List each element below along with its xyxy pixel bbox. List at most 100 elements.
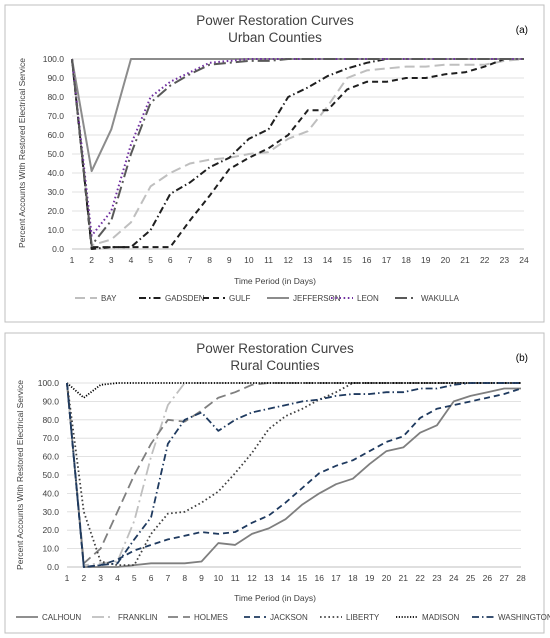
x-tick-label: 28 <box>516 573 526 583</box>
x-tick-label: 22 <box>415 573 425 583</box>
x-tick-label: 17 <box>382 255 392 265</box>
x-axis-label: Time Period (in Days) <box>234 276 316 286</box>
legend: CALHOUN FRANKLIN HOLMES JACKSON LIBERTY MADIS… <box>16 613 550 622</box>
x-tick-label: 9 <box>227 255 232 265</box>
x-tick-label: 9 <box>199 573 204 583</box>
x-tick-label: 21 <box>399 573 409 583</box>
legend-item-jackson: JACKSON <box>244 613 308 622</box>
panel-urban: Power Restoration Curves Urban Counties … <box>4 4 545 323</box>
y-tick-label: 100.0 <box>43 54 65 64</box>
x-axis-label: Time Period (in Days) <box>234 593 316 603</box>
y-tick-label: 80.0 <box>47 92 64 102</box>
x-tick-labels: 1 2 3 4 5 6 7 8 9 10 11 12 13 14 15 16 17 18 19 20 21 22 23 24 <box>70 255 529 265</box>
x-tick-label: 14 <box>323 255 333 265</box>
x-tick-label: 24 <box>449 573 459 583</box>
y-tick-label: 60.0 <box>47 130 64 140</box>
legend-item-calhoun: CALHOUN <box>16 613 81 622</box>
y-tick-label: 10.0 <box>47 225 64 235</box>
legend-label: BAY <box>101 294 117 303</box>
y-tick-label: 60.0 <box>42 452 59 462</box>
y-tick-label: 0.0 <box>52 244 64 254</box>
y-tick-label: 20.0 <box>42 525 59 535</box>
x-tick-label: 13 <box>303 255 313 265</box>
x-tick-label: 6 <box>168 255 173 265</box>
x-tick-label: 8 <box>182 573 187 583</box>
y-tick-label: 30.0 <box>47 187 64 197</box>
y-tick-label: 80.0 <box>42 415 59 425</box>
legend-label: JACKSON <box>270 613 308 622</box>
legend-item-leon: LEON <box>331 294 379 303</box>
x-tick-label: 12 <box>283 255 293 265</box>
series-line-calhoun <box>66 382 521 568</box>
chart-title: Power Restoration Curves <box>196 341 354 356</box>
x-tick-label: 15 <box>342 255 352 265</box>
x-tick-label: 14 <box>281 573 291 583</box>
y-tick-labels: 0.0 10.0 20.0 30.0 40.0 50.0 60.0 70.0 80.0 90.0 1… <box>43 54 65 254</box>
series-line-gulf <box>71 58 524 249</box>
x-tick-label: 23 <box>500 255 510 265</box>
legend-item-jefferson: JEFFERSON <box>267 294 341 303</box>
x-tick-label: 26 <box>483 573 493 583</box>
y-tick-label: 70.0 <box>47 111 64 121</box>
y-tick-label: 50.0 <box>47 149 64 159</box>
x-tick-label: 15 <box>298 573 308 583</box>
y-tick-label: 40.0 <box>47 168 64 178</box>
y-tick-label: 40.0 <box>42 488 59 498</box>
x-tick-label: 16 <box>362 255 372 265</box>
x-tick-label: 4 <box>129 255 134 265</box>
y-tick-label: 90.0 <box>47 73 64 83</box>
legend-item-franklin: FRANKLIN <box>92 613 158 622</box>
y-axis-label: Percent Accounts With Restored Electrica… <box>17 58 27 248</box>
x-tick-label: 7 <box>166 573 171 583</box>
panel-frame <box>4 4 545 323</box>
legend-item-washington: WASHINGTON <box>472 613 550 622</box>
x-tick-label: 10 <box>214 573 224 583</box>
x-tick-label: 4 <box>115 573 120 583</box>
legend-item-holmes: HOLMES <box>168 613 228 622</box>
chart-title: Power Restoration Curves <box>196 13 354 28</box>
y-tick-label: 70.0 <box>42 433 59 443</box>
panel-label: (b) <box>516 353 528 364</box>
x-tick-label: 24 <box>519 255 529 265</box>
y-tick-label: 0.0 <box>47 562 59 572</box>
x-tick-label: 20 <box>441 255 451 265</box>
x-tick-label: 6 <box>149 573 154 583</box>
series-line-washington <box>66 382 521 568</box>
y-tick-label: 20.0 <box>47 206 64 216</box>
series-line-jackson <box>66 382 522 568</box>
series-lines <box>71 58 525 250</box>
legend-label: WAKULLA <box>421 294 460 303</box>
legend-item-liberty: LIBERTY <box>320 613 380 622</box>
x-tick-label: 20 <box>382 573 392 583</box>
x-tick-label: 18 <box>348 573 358 583</box>
panel-label: (a) <box>516 25 528 36</box>
legend-label: HOLMES <box>194 613 228 622</box>
x-tick-label: 19 <box>365 573 375 583</box>
x-tick-label: 7 <box>188 255 193 265</box>
y-tick-label: 30.0 <box>42 507 59 517</box>
legend-label: JEFFERSON <box>293 294 341 303</box>
y-tick-label: 100.0 <box>38 378 60 388</box>
legend-label: CALHOUN <box>42 613 81 622</box>
x-tick-label: 1 <box>70 255 75 265</box>
x-tick-label: 18 <box>401 255 411 265</box>
y-axis-label: Percent Accounts With Restored Electrica… <box>15 380 25 570</box>
series-lines <box>66 382 522 568</box>
x-tick-label: 10 <box>244 255 254 265</box>
panel-frame <box>4 332 545 634</box>
y-tick-label: 90.0 <box>42 396 59 406</box>
x-tick-label: 8 <box>207 255 212 265</box>
x-tick-label: 12 <box>247 573 257 583</box>
x-tick-label: 17 <box>331 573 341 583</box>
x-tick-label: 21 <box>460 255 470 265</box>
legend-item-bay: BAY <box>75 294 117 303</box>
x-tick-label: 11 <box>231 573 240 583</box>
legend: BAY GADSDEN GULF JEFFERSON LEON WAKULLA <box>75 294 460 303</box>
series-line-wakulla <box>71 58 524 247</box>
chart-subtitle: Urban Counties <box>228 30 322 45</box>
legend-label: LIBERTY <box>346 613 380 622</box>
x-tick-label: 25 <box>466 573 476 583</box>
series-line-gadsden <box>71 58 524 250</box>
legend-item-madison: MADISON <box>396 613 460 622</box>
legend-item-gadsden: GADSDEN <box>139 294 205 303</box>
